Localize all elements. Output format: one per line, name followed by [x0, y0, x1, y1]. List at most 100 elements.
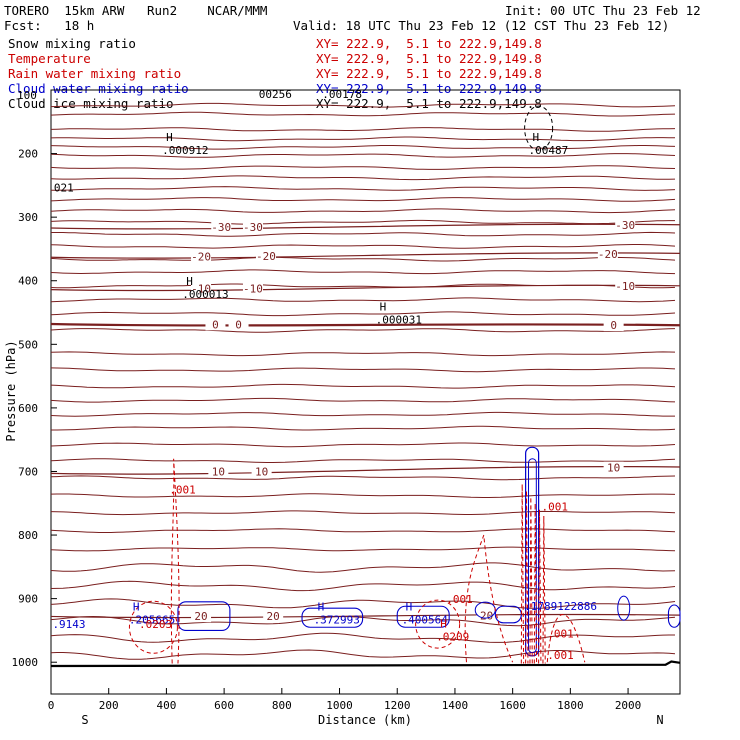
isotherm-label-bg [615, 219, 636, 232]
legend-xy-temperature: XY= 222.9, 5.1 to 222.9,149.8 [316, 51, 542, 66]
max-value: .0209 [436, 631, 469, 644]
cloud-water-contour [494, 605, 522, 624]
isotherm-label: 10 [607, 462, 620, 475]
legend-name-cloud-water: Cloud water mixing ratio [8, 81, 189, 96]
x-tick-label: 1600 [499, 699, 526, 712]
rain-contour [464, 534, 514, 663]
isotherm-label: 0 [235, 318, 242, 331]
rain-contour [529, 496, 533, 664]
pressure-contour [50, 367, 676, 373]
rain-contour [128, 600, 178, 654]
max-marker: H [186, 275, 193, 288]
y-tick-label: 800 [18, 529, 38, 542]
y-tick-label: 400 [18, 275, 38, 288]
max-marker: H [166, 131, 173, 144]
isotherm-label-bg [615, 280, 636, 293]
pressure-contour [50, 546, 676, 552]
isotherm-label-bg [255, 249, 276, 262]
y-top-label: 100 [17, 89, 37, 102]
isotherm-label: 20 [480, 610, 493, 623]
pressure-contour [50, 397, 676, 403]
pressure-contour [50, 256, 676, 262]
pressure-contour [50, 197, 676, 202]
isotherm-label-bg [251, 465, 272, 478]
max-marker: H [406, 600, 413, 613]
rain-contour [542, 515, 546, 664]
isotherm-line [50, 223, 681, 230]
max-marker: H [440, 618, 447, 631]
max-marker: H [133, 600, 140, 613]
pressure-contour [50, 269, 676, 275]
pressure-contour [50, 528, 676, 533]
pressure-contours [50, 102, 681, 668]
header-init: Init: 00 UTC Thu 23 Feb 12 [505, 3, 701, 18]
axes: 0 200 400 600 800 1000 1200 1400 1600 1800 2000200… [12, 148, 642, 712]
pressure-contour [50, 475, 676, 481]
x-tick-label: 800 [272, 699, 292, 712]
isotherm-line [50, 322, 681, 327]
y-tick-label: 200 [18, 148, 38, 161]
legend-xy-snow: XY= 222.9, 5.1 to 222.9,149.8 [316, 36, 542, 51]
max-value: .000031 [376, 313, 422, 326]
isotherm-label-bg [476, 609, 497, 622]
pressure-contour [50, 351, 676, 357]
isotherm-label: -10 [615, 280, 635, 293]
header-left-line1: TORERO 15km ARW Run2 NCAR/MMM [4, 3, 268, 18]
x-tick-label: 1000 [326, 699, 353, 712]
isotherm-label: 20 [194, 610, 207, 623]
rain-contour [538, 509, 542, 664]
legend-name-temperature: Temperature [8, 51, 91, 66]
isotherm-label: -10 [191, 283, 211, 296]
snow-contour [524, 105, 554, 151]
isotherm-label-bg [603, 461, 624, 474]
rain-contour [520, 484, 525, 664]
north-end-label: N [656, 713, 663, 727]
isotherm-label-bg [597, 247, 618, 260]
cloud-water-contour [301, 607, 364, 628]
max-marker: H [533, 131, 540, 144]
max-marker: H [318, 600, 325, 613]
hydrometeor-features [128, 105, 681, 664]
pressure-contour [50, 562, 676, 573]
max-value: .205665 [129, 613, 175, 626]
legend-name-snow: Snow mixing ratio [8, 36, 136, 51]
isotherm-label: -30 [211, 221, 231, 234]
pressure-contour [50, 580, 676, 592]
max-value: .400564 [402, 613, 449, 626]
pressure-contour [50, 165, 676, 170]
pressure-contour [50, 244, 676, 249]
max-value: .1789122886 [524, 600, 597, 613]
isotherm-label-bg [191, 282, 212, 295]
temperature-isotherms: -30 -30 -30 -20 -20 -20 -10 -10 -10 0 0 0 10 10 10 20 20… [50, 219, 681, 623]
pressure-contour [50, 649, 676, 660]
max-value: .9143 [52, 618, 85, 631]
rain-contour [170, 458, 180, 664]
max-marker: H [380, 300, 387, 313]
maxima-labels: H.000912H.00487H.000013H.000031H.205665H… [52, 88, 597, 662]
isotherm-label: -20 [191, 250, 211, 263]
pressure-contour [50, 632, 675, 643]
pressure-contour [50, 510, 676, 516]
isotherm-line [50, 252, 681, 259]
x-tick-label: 1400 [442, 699, 469, 712]
isotherm-label: -10 [243, 282, 263, 295]
isotherm-label-bg [205, 318, 226, 331]
max-value: .001 [542, 500, 569, 513]
pressure-contour [50, 127, 676, 132]
x-tick-label: 400 [156, 699, 176, 712]
rain-contour [525, 490, 529, 664]
legend-name-rain: Rain water mixing ratio [8, 66, 182, 81]
y-tick-label: 900 [18, 593, 38, 606]
pressure-contour [50, 136, 676, 142]
pressure-contour [50, 111, 676, 117]
isotherm-label: 0 [610, 319, 617, 332]
isotherm-label: 10 [212, 466, 225, 479]
isotherm-label-bg [263, 609, 284, 622]
y-tick-label: 1000 [12, 656, 39, 669]
pressure-contour [50, 297, 676, 303]
top-value: .00178 [322, 88, 362, 101]
isotherm-label-bg [191, 610, 212, 623]
max-value: .001 [446, 593, 473, 606]
x-tick-label: 2000 [615, 699, 642, 712]
